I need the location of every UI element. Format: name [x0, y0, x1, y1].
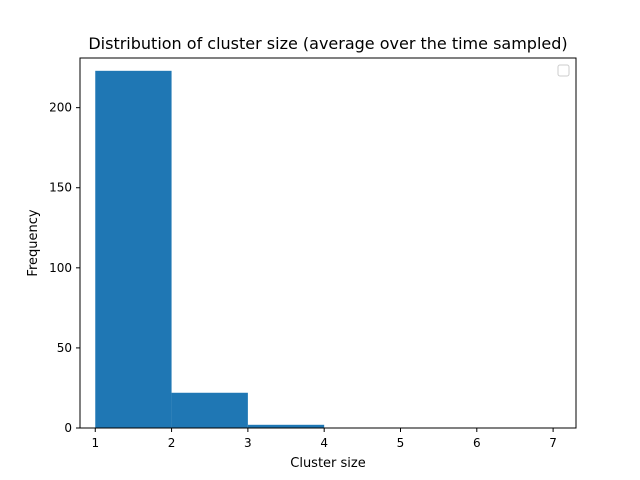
y-tick-label: 50 — [57, 341, 72, 355]
x-tick-label: 5 — [397, 436, 405, 450]
x-tick-label: 2 — [168, 436, 176, 450]
x-tick-label: 7 — [549, 436, 557, 450]
x-tick-label: 4 — [320, 436, 328, 450]
x-tick-label: 3 — [244, 436, 252, 450]
y-axis: 0 50 100 150 200 — [49, 101, 80, 435]
y-tick-label: 0 — [64, 421, 72, 435]
bar-bin-1 — [95, 70, 172, 429]
y-tick-label: 100 — [49, 261, 72, 275]
chart-title: Distribution of cluster size (average ov… — [88, 34, 567, 53]
y-axis-label: Frequency — [26, 209, 41, 276]
x-tick-label: 6 — [473, 436, 481, 450]
x-axis: 1 2 3 4 5 6 7 — [91, 428, 557, 450]
plot-frame — [79, 57, 577, 429]
y-tick-label: 150 — [49, 181, 72, 195]
legend-box — [557, 64, 570, 77]
x-axis-label: Cluster size — [290, 456, 365, 471]
y-tick-label: 200 — [49, 101, 72, 115]
bar-bin-3 — [247, 424, 325, 428]
bars-group — [95, 70, 325, 429]
bar-bin-2 — [171, 392, 248, 428]
x-tick-label: 1 — [91, 436, 99, 450]
